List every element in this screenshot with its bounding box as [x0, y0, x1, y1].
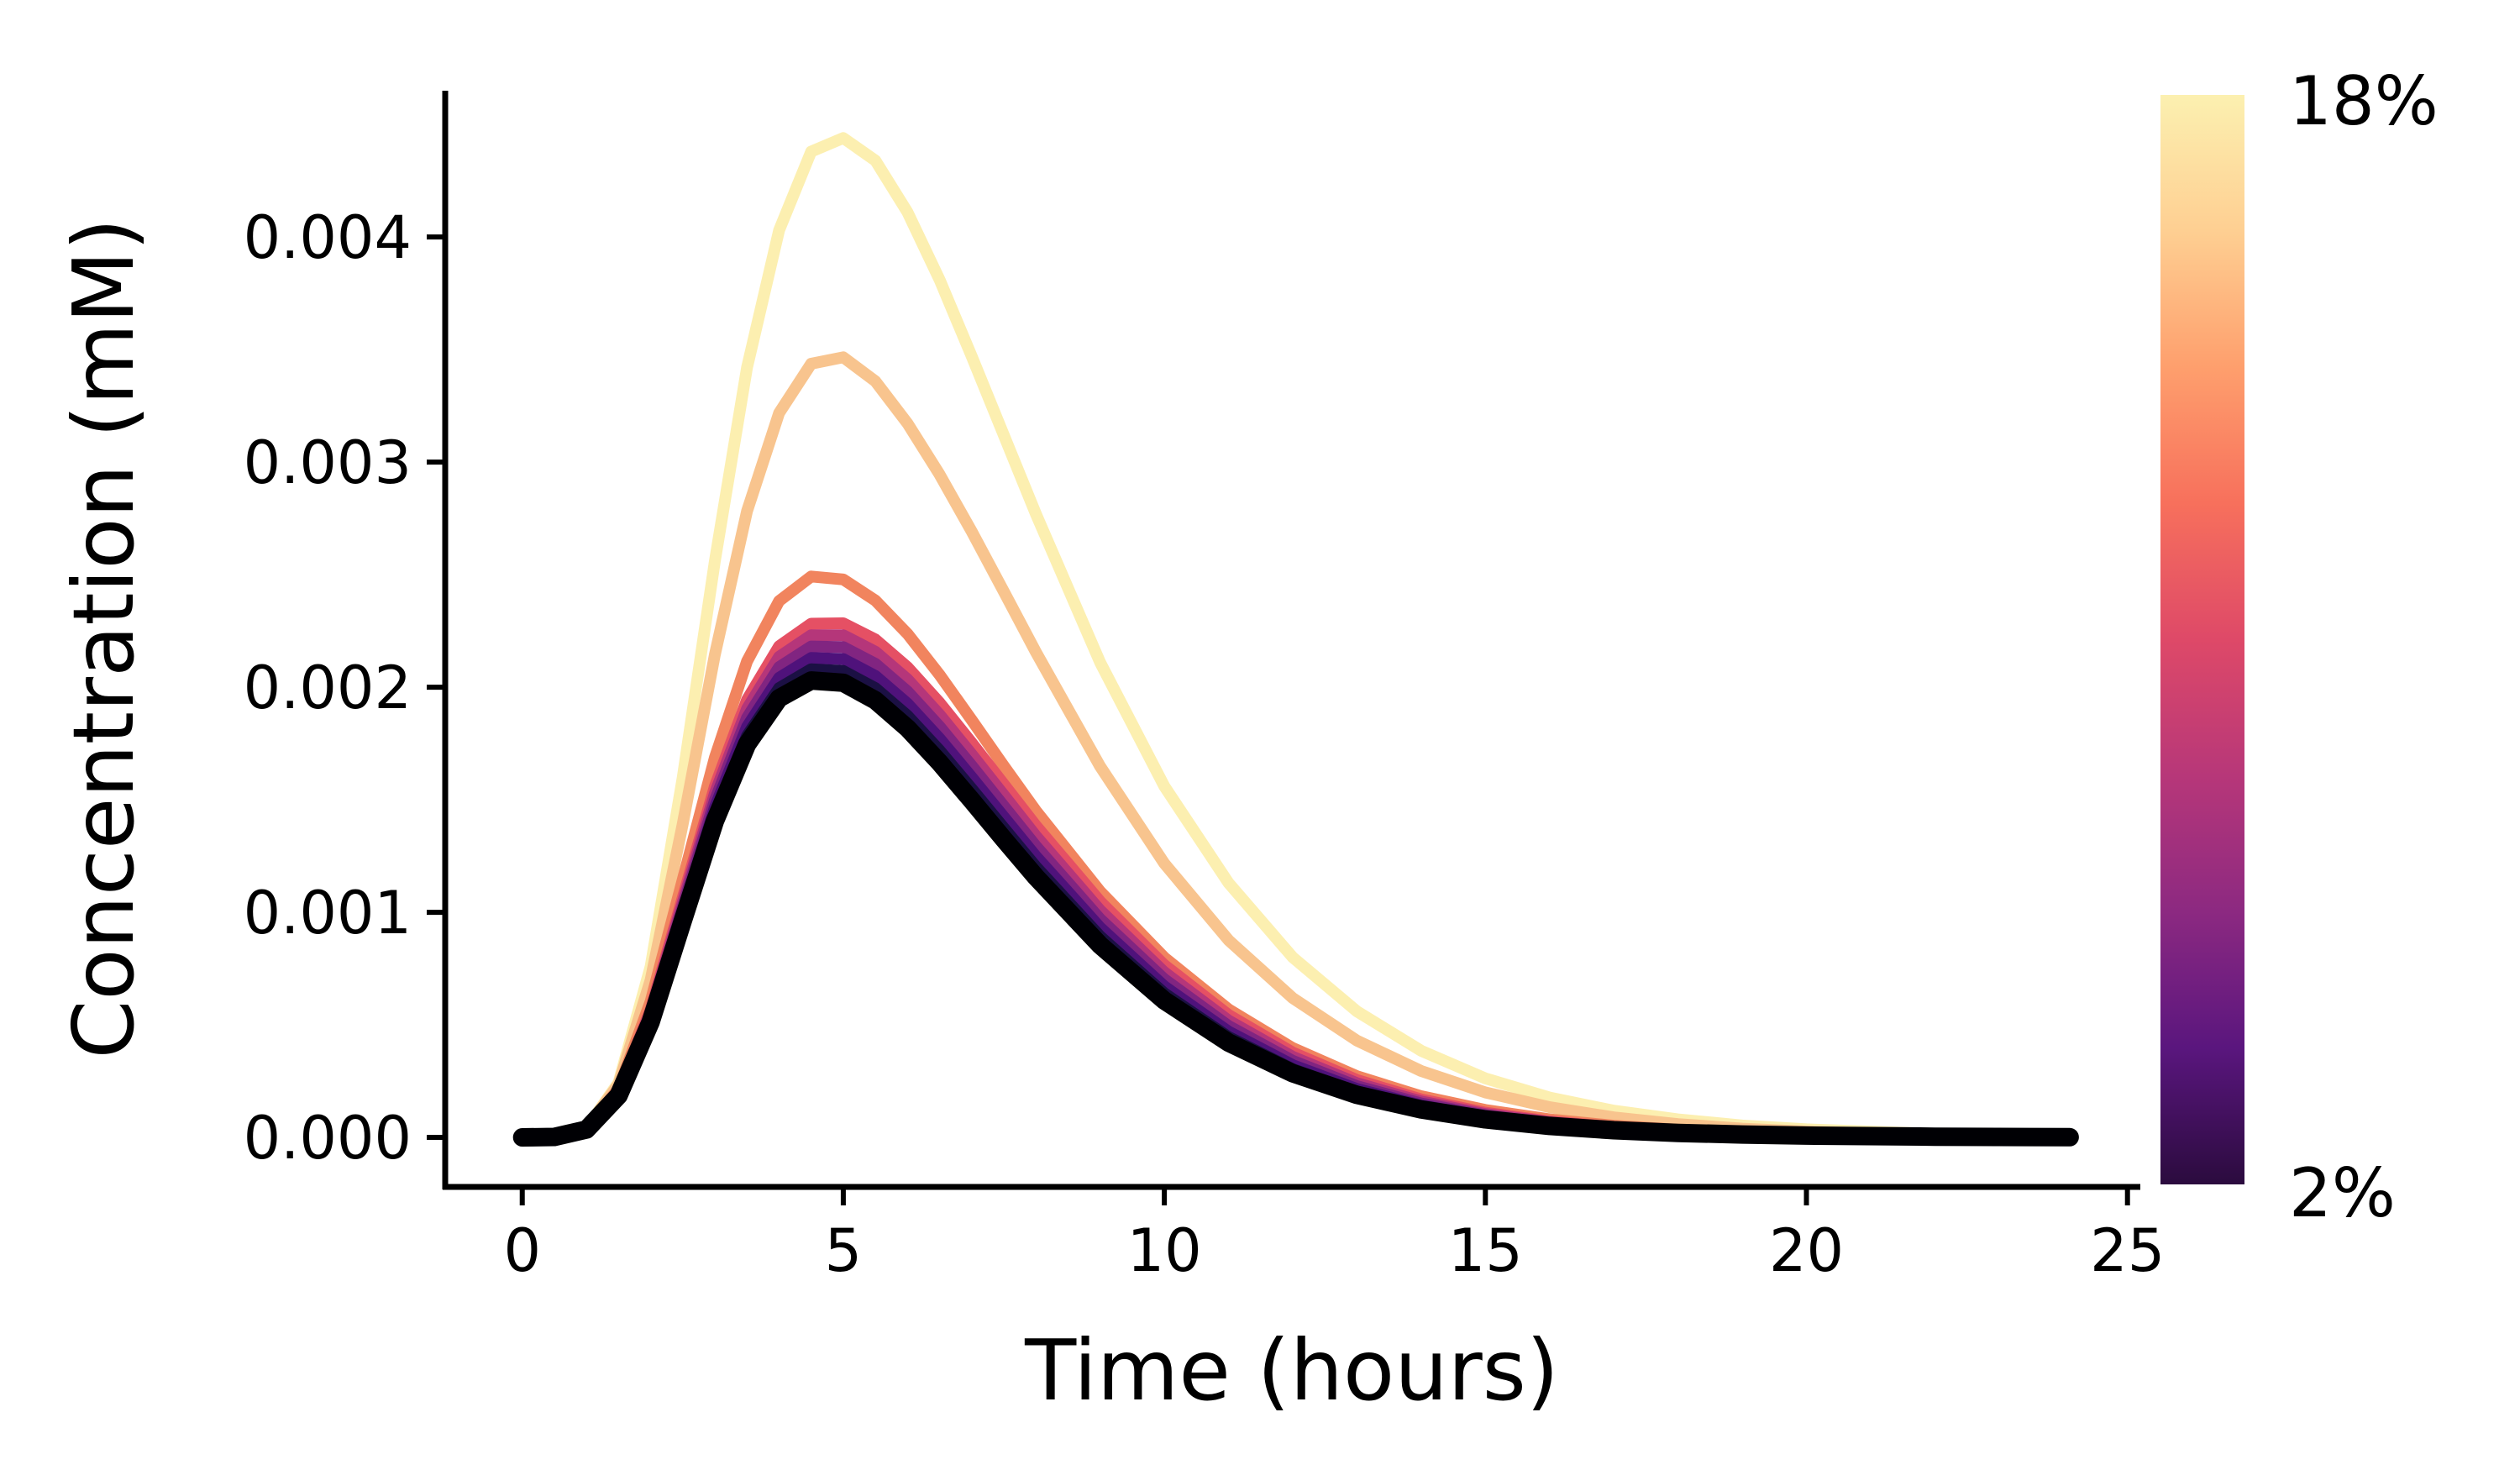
x-tick-label: 0	[503, 1216, 541, 1285]
x-tick-label: 15	[1448, 1216, 1523, 1285]
y-tick-label: 0.003	[244, 428, 412, 497]
y-axis-title: Concentration (mM)	[55, 218, 153, 1059]
colorbar-min-label: 2%	[2289, 1154, 2396, 1232]
x-tick-label: 20	[1769, 1216, 1844, 1285]
series-line-7	[516, 351, 2076, 1143]
x-axis-title: Time (hours)	[1024, 1321, 1559, 1420]
x-tick-label: 10	[1127, 1216, 1202, 1285]
y-tick-label: 0.002	[244, 654, 412, 722]
colorbar: 18% 2%	[2160, 62, 2439, 1232]
y-tick-label: 0.001	[244, 879, 412, 948]
x-axis-ticks: 0 5 10 15 20 25	[503, 1187, 2165, 1285]
colorbar-rect	[2160, 95, 2244, 1184]
series-line-0	[512, 671, 2079, 1147]
y-tick-label: 0.004	[244, 203, 412, 272]
series-line-8	[516, 132, 2076, 1143]
y-axis-ticks: 0.000 0.001 0.002 0.003 0.004	[244, 203, 445, 1173]
series-lines	[512, 132, 2079, 1147]
colorbar-max-label: 18%	[2289, 62, 2439, 140]
y-tick-label: 0.000	[244, 1104, 412, 1173]
x-tick-label: 5	[825, 1216, 863, 1285]
x-tick-label: 25	[2090, 1216, 2165, 1285]
